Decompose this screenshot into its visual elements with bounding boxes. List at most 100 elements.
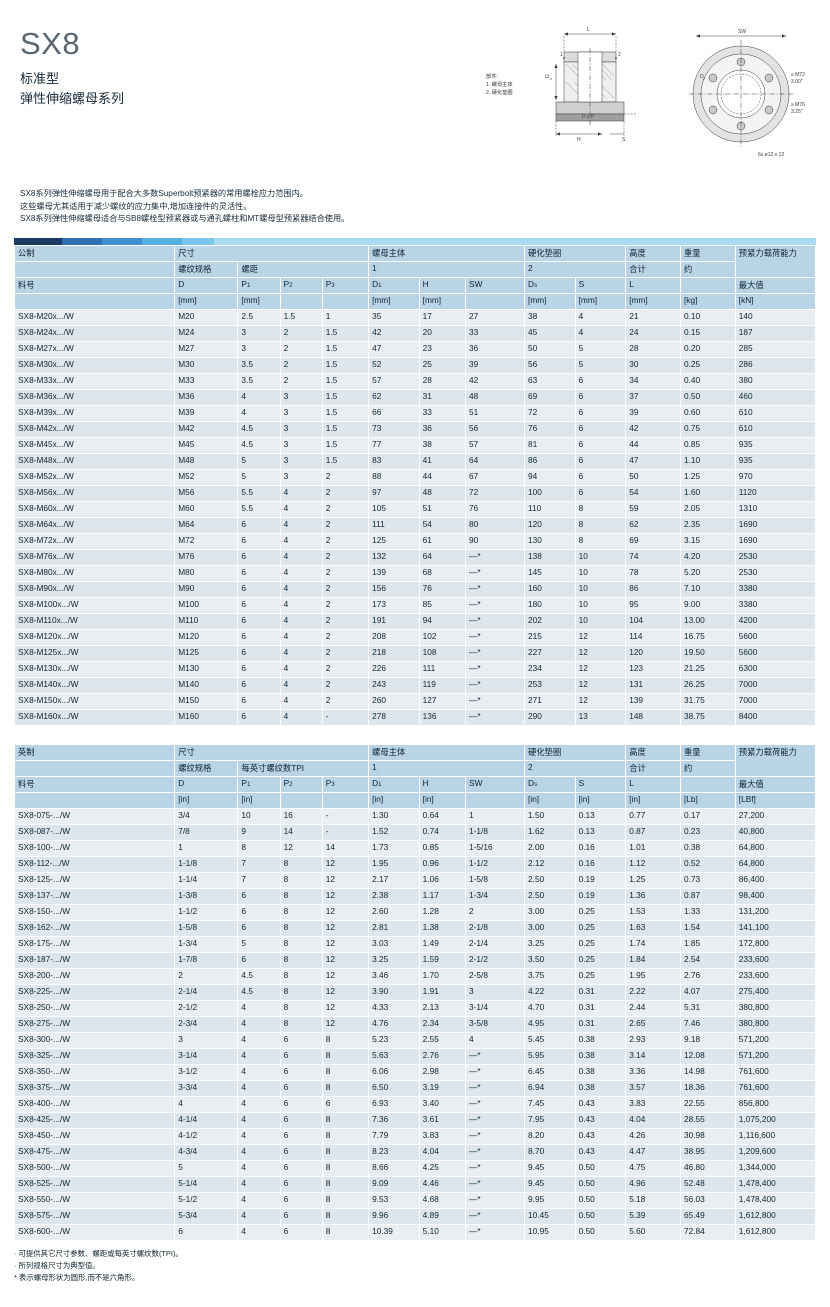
cell-value: 0.85	[418, 840, 467, 858]
cell-value: 139	[368, 565, 420, 583]
th-P1: P1	[237, 277, 281, 295]
cell-value: 4	[279, 709, 323, 727]
th-P2: P2	[279, 277, 323, 295]
cell-value: 4	[237, 1000, 281, 1018]
th-L-imp: L	[625, 776, 681, 794]
cell-value: 935	[734, 437, 817, 455]
th-nut-body: 螺母主体	[368, 245, 526, 263]
cell-value: —*	[465, 709, 526, 727]
cell-value: 64	[465, 453, 526, 471]
cell-value: 1-5/16	[465, 840, 526, 858]
table-row: SX8-325-.../W 3-1/4 4 6 8 5.63 2.76 —* 5.95 0.38 3…	[13, 1048, 817, 1066]
cell-value: 76	[524, 421, 576, 439]
cell-value: 2	[321, 661, 370, 679]
svg-text:SW: SW	[738, 29, 746, 35]
cell-value: 160	[524, 581, 576, 599]
th-blank-2	[680, 277, 736, 295]
cell-value: -	[321, 808, 370, 826]
cell-value: 9	[237, 824, 281, 842]
table-row: SX8-M110x.../W M110 6 4 2 191 94 —* 202 10 104 13.0…	[13, 613, 817, 631]
cell-value: 110	[524, 501, 576, 519]
cell-value: 1.50	[524, 808, 576, 826]
th-weight-approx: 约	[680, 261, 736, 279]
cell-part-number: SX8-M39x.../W	[13, 405, 176, 423]
cell-value: 8	[279, 1000, 323, 1018]
cell-value: 1.33	[680, 904, 736, 922]
cell-value: 67	[465, 469, 526, 487]
unit-L-imp: [in]	[625, 792, 681, 810]
cell-value: 4.25	[418, 1160, 467, 1178]
cell-value: 37	[625, 389, 681, 407]
cell-value: 4	[237, 1176, 281, 1194]
cell-value: M45	[174, 437, 239, 455]
th-P1-imp: P1	[237, 776, 281, 794]
cell-value: 1.5	[321, 405, 370, 423]
cell-value: 571,200	[734, 1032, 817, 1050]
cell-value: 180	[524, 597, 576, 615]
cell-value: 3.5	[237, 357, 281, 375]
cell-value: 0.13	[574, 808, 627, 826]
cell-value: 12	[279, 840, 323, 858]
cell-value: 9.09	[368, 1176, 420, 1194]
cell-value: —*	[465, 645, 526, 663]
cell-value: 286	[734, 357, 817, 375]
th-D1-imp: D1	[368, 776, 420, 794]
cell-value: 8	[321, 1048, 370, 1066]
cell-value: 0.31	[574, 1000, 627, 1018]
cell-value: 12	[321, 936, 370, 954]
unit-P1: [mm]	[237, 293, 281, 311]
cell-value: 5-3/4	[174, 1208, 239, 1226]
cell-value: 4-3/4	[174, 1144, 239, 1162]
cell-value: 0.38	[680, 840, 736, 858]
cell-value: 3	[279, 453, 323, 471]
cell-value: 5.95	[524, 1048, 576, 1066]
table-row: SX8-M27x.../W M27 3 2 1.5 47 23 36 50 5 28 0.20 285	[13, 341, 817, 359]
cell-value: 285	[734, 341, 817, 359]
cell-value: 4	[279, 629, 323, 647]
cell-value: 7.79	[368, 1128, 420, 1146]
cell-value: 1-1/8	[174, 856, 239, 874]
cell-part-number: SX8-550-.../W	[13, 1192, 176, 1210]
th-D1: D1	[368, 277, 420, 295]
bar-seg-4	[142, 238, 183, 246]
th-weight: 重量	[680, 245, 736, 263]
cell-value: 0.87	[625, 824, 681, 842]
cell-value: 24	[625, 325, 681, 343]
unit-lb: [Lb]	[680, 792, 736, 810]
cell-value: M60	[174, 501, 239, 519]
unit-SW-imp	[465, 792, 526, 810]
cell-value: 4.46	[418, 1176, 467, 1194]
cell-value: 0.38	[574, 1080, 627, 1098]
cell-value: M48	[174, 453, 239, 471]
table-row: SX8-M100x.../W M100 6 4 2 173 85 —* 180 10 95 9.00 3…	[13, 597, 817, 615]
cell-value: 5	[574, 357, 627, 375]
cell-value: 46.80	[680, 1160, 736, 1178]
cell-value: 3.00	[524, 920, 576, 938]
description-line-3: SX8系列弹性伸缩螺母适合与SB8螺栓型预紧器或与通孔螺柱和MT螺母型预紧器结合…	[20, 214, 350, 224]
cell-value: 1.53	[625, 904, 681, 922]
cell-value: 0.75	[680, 421, 736, 439]
cell-value: 4	[279, 613, 323, 631]
cell-value: -	[321, 824, 370, 842]
cell-value: M160	[174, 709, 239, 727]
cell-part-number: SX8-075-.../W	[13, 808, 176, 826]
unit-P3-imp	[321, 792, 370, 810]
cell-value: 6	[237, 517, 281, 535]
cell-value: 4	[279, 517, 323, 535]
cell-value: 8	[574, 501, 627, 519]
cell-value: 6	[279, 1176, 323, 1194]
unit-P2-imp	[279, 792, 323, 810]
cell-value: 94	[418, 613, 467, 631]
cell-value: 5600	[734, 629, 817, 647]
table-row: SX8-375-.../W 3-3/4 4 6 8 6.50 3.19 —* 6.94 0.38 3…	[13, 1080, 817, 1098]
unit-S: [mm]	[574, 293, 627, 311]
cell-value: 1,344,000	[734, 1160, 817, 1178]
cell-value: 38	[524, 309, 576, 327]
unit-D-imp: [in]	[174, 792, 239, 810]
cell-value: 4	[237, 1112, 281, 1130]
cell-value: 4	[237, 1192, 281, 1210]
cell-value: 1-3/4	[174, 936, 239, 954]
cell-part-number: SX8-300-.../W	[13, 1032, 176, 1050]
cell-value: 6	[237, 693, 281, 711]
cell-part-number: SX8-425-.../W	[13, 1112, 176, 1130]
